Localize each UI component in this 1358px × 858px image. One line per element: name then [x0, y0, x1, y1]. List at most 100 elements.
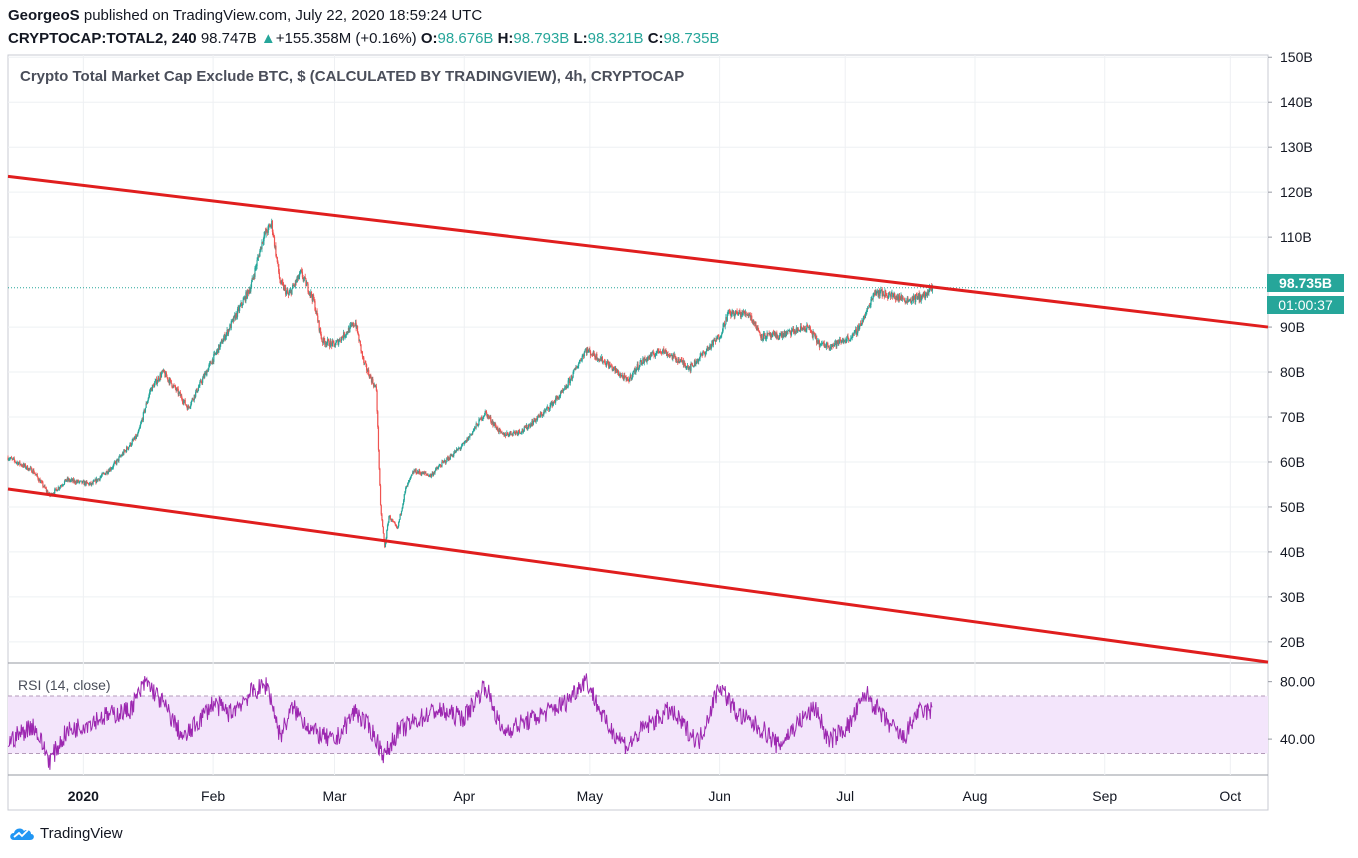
candle-body: [348, 327, 350, 333]
candle-body: [112, 467, 114, 469]
candle-body: [767, 333, 769, 335]
candle-body: [181, 399, 184, 402]
candle-body: [91, 483, 94, 484]
candle-body: [471, 433, 473, 435]
candle-body: [67, 478, 69, 481]
y-tick-label: 40B: [1280, 544, 1305, 560]
candle-body: [139, 423, 142, 427]
symbol-name[interactable]: CRYPTOCAP:TOTAL2, 240: [8, 30, 197, 47]
candle-body: [626, 377, 629, 379]
candle-body: [17, 463, 20, 465]
candle-body: [151, 388, 153, 391]
candle-body: [679, 359, 682, 362]
x-tick-label: Jun: [708, 788, 731, 804]
candle-body: [645, 359, 647, 360]
candle-body: [895, 297, 897, 300]
high-label: H:: [497, 30, 514, 47]
candle-body: [485, 411, 487, 413]
candle-body: [626, 377, 628, 380]
candle-body: [902, 297, 904, 299]
candle-body: [745, 312, 747, 315]
candle-body: [206, 370, 208, 376]
candle-body: [127, 448, 129, 450]
candle-body: [333, 343, 336, 347]
candle-body: [839, 339, 841, 343]
candle-body: [896, 297, 898, 300]
candle-body: [23, 463, 25, 467]
candle-body: [741, 313, 743, 316]
candle-body: [93, 480, 95, 482]
candle-body: [173, 385, 175, 386]
candle-body: [426, 473, 428, 475]
candle-body: [301, 271, 304, 278]
candle-body: [366, 370, 368, 372]
candle-body: [66, 478, 68, 481]
candle-body: [776, 336, 779, 338]
candle-body: [911, 297, 913, 301]
candle-body: [359, 340, 361, 345]
candle-body: [527, 427, 529, 430]
x-tick-label: May: [577, 788, 603, 804]
candle-body: [138, 428, 140, 431]
candle-body: [661, 351, 664, 353]
candle-body: [507, 433, 509, 436]
candle-body: [739, 313, 742, 318]
candle-body: [771, 335, 773, 337]
candle-body: [769, 332, 771, 335]
candle-body: [764, 333, 766, 339]
candle-body: [45, 488, 47, 492]
candle-body: [335, 342, 337, 346]
candle-body: [825, 343, 827, 348]
tradingview-logo[interactable]: TradingView: [8, 824, 123, 842]
candle-body: [227, 329, 230, 335]
candle-body: [333, 341, 335, 344]
change-value: +155.358M (+0.16%): [275, 30, 417, 47]
candle-body: [483, 415, 486, 417]
candle-body: [654, 354, 657, 357]
candle-body: [341, 336, 343, 338]
candle-body: [844, 340, 846, 342]
candle-body: [750, 315, 752, 318]
candle-body: [75, 482, 77, 484]
candle-body: [82, 481, 84, 484]
candle-body: [726, 317, 728, 321]
candle-body: [735, 310, 737, 314]
candle-body: [871, 299, 873, 300]
candle-body: [870, 299, 872, 305]
candle-body: [614, 367, 616, 372]
author-name[interactable]: GeorgeoS: [8, 7, 80, 24]
candle-body: [366, 364, 368, 371]
candle-body: [329, 340, 331, 347]
candle-body: [594, 356, 597, 359]
candle-body: [405, 485, 407, 488]
candle-body: [436, 467, 438, 469]
candle-body: [759, 333, 761, 336]
candle-body: [119, 455, 121, 458]
candle-body: [9, 458, 11, 460]
candle-body: [462, 443, 465, 445]
candle-body: [856, 333, 858, 335]
candle-body: [570, 376, 572, 379]
candle-body: [808, 326, 810, 328]
candle-body: [882, 293, 885, 296]
candle-body: [361, 351, 364, 357]
candle-body: [828, 346, 830, 349]
candle-body: [606, 361, 608, 363]
candle-body: [787, 330, 789, 332]
candle-body: [754, 321, 756, 324]
candle-body: [807, 326, 809, 328]
candle-body: [656, 351, 658, 354]
candle-body: [772, 332, 774, 334]
candle-body: [801, 327, 803, 329]
candle-body: [903, 299, 906, 301]
candle-body: [678, 359, 680, 364]
candle-body: [318, 320, 320, 331]
candle-body: [247, 289, 249, 291]
candle-body: [631, 375, 634, 378]
candle-body: [428, 475, 430, 477]
candle-body: [889, 292, 891, 295]
candle-body: [628, 380, 630, 382]
candle-body: [899, 299, 901, 301]
candle-body: [464, 442, 466, 443]
